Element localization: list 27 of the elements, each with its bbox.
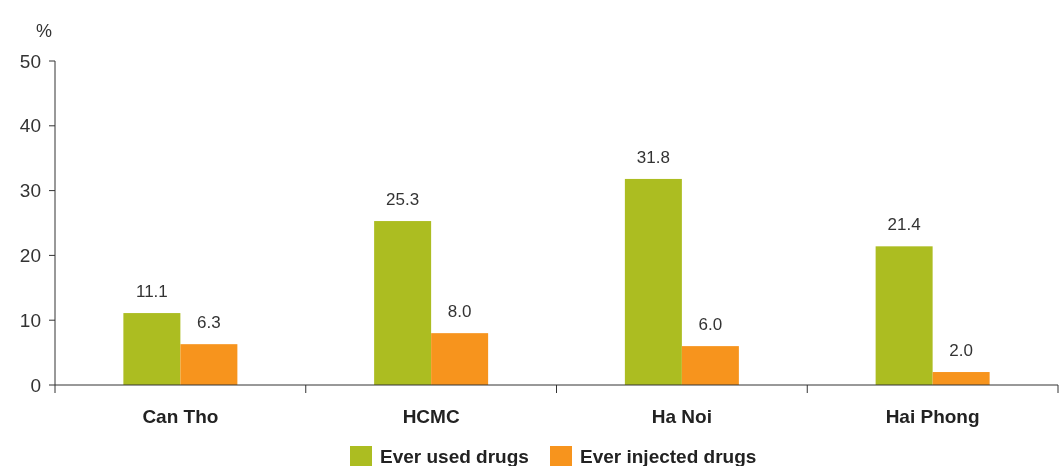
- bar: [374, 221, 432, 385]
- text: 2.0: [949, 341, 973, 361]
- text: 21.4: [887, 215, 921, 235]
- bar: [932, 372, 990, 385]
- text: 6.0: [698, 315, 723, 335]
- bar: [431, 333, 489, 385]
- bar: [123, 313, 181, 385]
- text: 25.3: [386, 190, 420, 210]
- x-tick-label: Hai Phong: [885, 406, 980, 427]
- x-tick-label: Ha Noi: [651, 406, 712, 427]
- y-tick-label: 10: [19, 309, 41, 331]
- y-axis-title: %: [35, 21, 52, 41]
- bar: [681, 346, 739, 385]
- bar: [180, 344, 238, 385]
- text: 8.0: [447, 302, 472, 322]
- y-tick-label: 50: [19, 50, 41, 72]
- x-tick-label: Can Tho: [142, 406, 219, 427]
- y-tick-label: 0: [30, 374, 41, 396]
- y-tick-label: 30: [19, 180, 41, 202]
- bar: [875, 246, 933, 385]
- y-tick-label: 40: [19, 115, 41, 137]
- text: 11.1: [135, 282, 168, 302]
- y-tick-label: 20: [19, 245, 41, 267]
- text: 31.8: [636, 147, 670, 167]
- x-tick-label: HCMC: [402, 406, 460, 427]
- text: 6.3: [197, 313, 221, 333]
- bar: [624, 178, 682, 385]
